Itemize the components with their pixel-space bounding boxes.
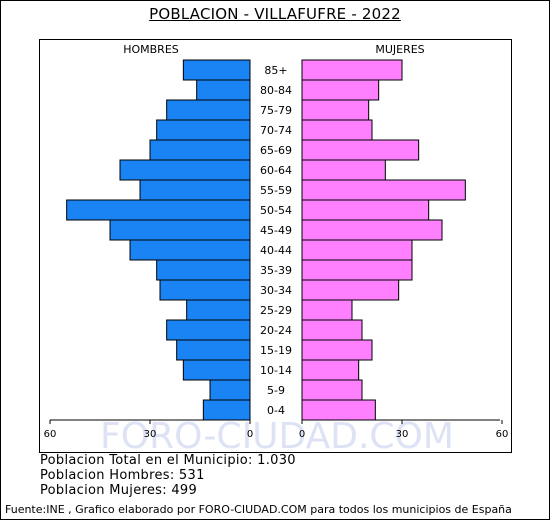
chart-title: POBLACION - VILLAFUFRE - 2022 bbox=[149, 5, 401, 23]
bar-mujeres-4 bbox=[301, 139, 420, 161]
bar-mujeres-12 bbox=[301, 299, 353, 321]
bar-hombres-7 bbox=[66, 199, 251, 221]
bar-mujeres-10 bbox=[301, 259, 413, 281]
source-footer: Fuente:INE , Grafico elaborado por FORO-… bbox=[5, 503, 512, 516]
age-group-label: 75-79 bbox=[260, 104, 292, 117]
bar-hombres-8 bbox=[109, 219, 251, 241]
female-population-text: Poblacion Mujeres: 499 bbox=[40, 483, 198, 498]
bar-mujeres-3 bbox=[301, 119, 373, 141]
age-group-label: 65-69 bbox=[260, 144, 292, 157]
bar-mujeres-0 bbox=[301, 59, 403, 81]
tick-label-right: 0 bbox=[299, 429, 305, 440]
bar-hombres-16 bbox=[209, 379, 251, 401]
age-group-label: 45-49 bbox=[260, 224, 292, 237]
bar-mujeres-9 bbox=[301, 239, 413, 261]
bar-mujeres-13 bbox=[301, 319, 363, 341]
bar-hombres-15 bbox=[182, 359, 251, 381]
bar-hombres-11 bbox=[159, 279, 251, 301]
bar-mujeres-8 bbox=[301, 219, 443, 241]
mujeres-label: MUJERES bbox=[375, 43, 424, 56]
bar-hombres-5 bbox=[119, 159, 251, 181]
bar-mujeres-6 bbox=[301, 179, 466, 201]
bar-mujeres-11 bbox=[301, 279, 400, 301]
tick-label-right: 60 bbox=[496, 429, 509, 440]
age-group-label: 70-74 bbox=[260, 124, 292, 137]
bar-hombres-2 bbox=[166, 99, 251, 121]
bar-hombres-13 bbox=[166, 319, 251, 341]
bar-mujeres-1 bbox=[301, 79, 380, 101]
age-group-label: 0-4 bbox=[267, 404, 285, 417]
tick-label-left: 30 bbox=[144, 429, 157, 440]
bar-hombres-0 bbox=[182, 59, 251, 81]
bar-hombres-3 bbox=[156, 119, 251, 141]
bar-mujeres-16 bbox=[301, 379, 363, 401]
hombres-label: HOMBRES bbox=[123, 43, 179, 56]
age-group-label: 5-9 bbox=[267, 384, 285, 397]
tick-label-left: 60 bbox=[44, 429, 57, 440]
age-group-label: 60-64 bbox=[260, 164, 292, 177]
bar-hombres-6 bbox=[139, 179, 251, 201]
tick-label-right: 30 bbox=[396, 429, 409, 440]
age-group-label: 50-54 bbox=[260, 204, 292, 217]
bar-mujeres-7 bbox=[301, 199, 430, 221]
bar-hombres-1 bbox=[196, 79, 251, 101]
bar-hombres-17 bbox=[202, 399, 251, 421]
age-group-label: 35-39 bbox=[260, 264, 292, 277]
bar-mujeres-14 bbox=[301, 339, 373, 361]
age-group-label: 85+ bbox=[264, 64, 287, 77]
male-population-text: Poblacion Hombres: 531 bbox=[40, 468, 205, 483]
age-group-label: 20-24 bbox=[260, 324, 292, 337]
bar-mujeres-5 bbox=[301, 159, 386, 181]
bar-mujeres-17 bbox=[301, 399, 376, 421]
age-group-label: 40-44 bbox=[260, 244, 292, 257]
age-group-label: 30-34 bbox=[260, 284, 292, 297]
bar-hombres-4 bbox=[149, 139, 251, 161]
tick-label-left: 0 bbox=[247, 429, 253, 440]
age-group-label: 10-14 bbox=[260, 364, 292, 377]
chart-frame bbox=[39, 39, 512, 453]
total-population-text: Poblacion Total en el Municipio: 1.030 bbox=[40, 453, 296, 468]
watermark-text: FORO-CIUDAD.COM bbox=[100, 416, 454, 457]
bar-hombres-12 bbox=[186, 299, 251, 321]
bar-hombres-10 bbox=[156, 259, 251, 281]
age-group-label: 80-84 bbox=[260, 84, 292, 97]
bar-mujeres-15 bbox=[301, 359, 360, 381]
age-group-label: 55-59 bbox=[260, 184, 292, 197]
age-group-label: 15-19 bbox=[260, 344, 292, 357]
age-group-label: 25-29 bbox=[260, 304, 292, 317]
bar-hombres-9 bbox=[129, 239, 251, 261]
bar-hombres-14 bbox=[176, 339, 251, 361]
bar-mujeres-2 bbox=[301, 99, 370, 121]
